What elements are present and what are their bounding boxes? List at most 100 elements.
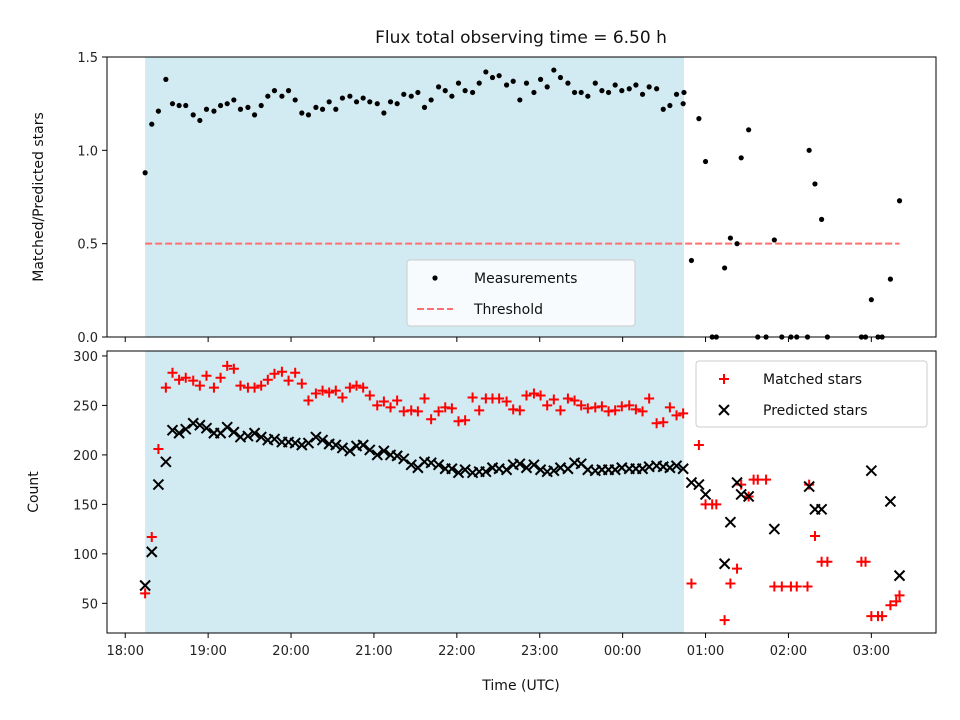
data-point [596, 401, 607, 412]
data-point [283, 375, 294, 386]
data-point [592, 80, 598, 86]
data-point [381, 110, 387, 116]
y-tick-label: 0.0 [77, 331, 98, 346]
data-point [173, 427, 185, 439]
data-point [569, 395, 580, 406]
data-point [235, 380, 246, 391]
chart-title: Flux total observing time = 6.50 h [375, 28, 667, 48]
data-point [351, 380, 362, 391]
data-point [520, 462, 533, 474]
data-point [326, 99, 332, 105]
data-point [428, 97, 434, 103]
data-point [305, 112, 312, 118]
data-point [190, 112, 196, 118]
data-point [333, 106, 339, 112]
legend-marker [432, 275, 438, 281]
data-point [310, 431, 322, 443]
x-tick-label: 02:00 [770, 644, 807, 659]
data-point [285, 88, 292, 94]
data-point [557, 74, 564, 81]
data-point [405, 459, 417, 471]
legend-marker [718, 404, 730, 416]
data-point [180, 372, 191, 383]
legend-box [406, 259, 636, 327]
data-point [169, 101, 176, 107]
data-point [514, 458, 526, 470]
data-point [408, 93, 414, 99]
data-point [296, 378, 307, 389]
x-tick-label: 23:00 [521, 644, 558, 659]
data-point [391, 450, 403, 462]
data-point [336, 442, 349, 454]
data-point [146, 532, 157, 543]
data-point [609, 464, 621, 476]
data-point [152, 478, 165, 491]
data-point [385, 402, 396, 413]
data-point [337, 392, 348, 403]
data-point [313, 104, 319, 110]
data-point [630, 404, 641, 415]
data-point [358, 382, 369, 393]
data-point [330, 385, 341, 396]
data-point [415, 89, 421, 96]
data-point [455, 80, 462, 86]
data-point [670, 460, 683, 472]
data-point [299, 110, 305, 116]
data-point [791, 581, 802, 592]
data-point [678, 408, 689, 419]
data-point [242, 430, 254, 442]
data-point [667, 102, 673, 109]
data-point [680, 101, 686, 107]
data-point [731, 476, 743, 489]
data-point [688, 257, 695, 264]
data-point [639, 91, 646, 97]
legend-label: Predicted stars [763, 403, 868, 419]
x-tick-label: 20:00 [272, 644, 309, 659]
data-point [245, 104, 251, 110]
data-point [585, 93, 591, 99]
data-point [727, 235, 734, 241]
data-point [467, 392, 478, 403]
data-point [868, 297, 874, 303]
data-point [160, 382, 171, 393]
data-point [644, 393, 655, 404]
data-point [548, 394, 559, 405]
data-point [183, 102, 189, 109]
data-point [877, 611, 888, 622]
data-point [432, 459, 445, 471]
data-point [494, 393, 505, 404]
data-point [262, 374, 273, 385]
data-point [319, 106, 326, 112]
data-point [187, 417, 199, 429]
data-point [654, 86, 660, 92]
data-point [364, 444, 376, 456]
data-point [517, 97, 523, 103]
data-point [222, 360, 233, 371]
y-tick-label: 250 [73, 399, 98, 414]
data-point [501, 396, 512, 407]
data-point [686, 578, 697, 589]
data-point [671, 410, 682, 421]
data-point [330, 439, 342, 451]
data-point [735, 488, 747, 501]
data-point [503, 82, 510, 88]
y-tick-label: 100 [73, 548, 98, 563]
data-point [180, 423, 192, 435]
data-point [372, 400, 383, 411]
data-point [271, 88, 278, 94]
data-point [806, 147, 812, 153]
data-point [523, 80, 530, 86]
data-point [176, 102, 182, 109]
data-point [565, 80, 571, 86]
data-point [887, 276, 894, 282]
data-point [500, 464, 513, 476]
data-point [531, 89, 537, 96]
data-point [296, 439, 308, 451]
legend-label: Matched stars [763, 372, 862, 388]
data-point [433, 406, 444, 417]
data-point [449, 93, 455, 99]
data-point [542, 400, 553, 411]
data-point [217, 102, 224, 109]
data-point [599, 88, 605, 94]
